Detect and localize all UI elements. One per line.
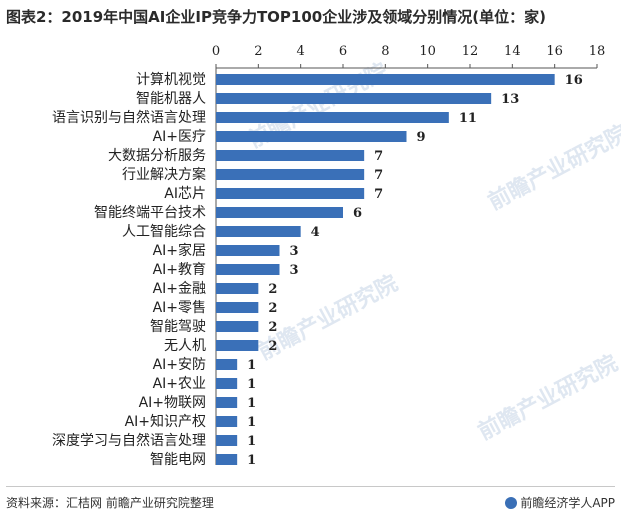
bar xyxy=(216,112,449,123)
category-label: AI芯片 xyxy=(164,186,206,202)
x-tick-label: 6 xyxy=(339,44,347,59)
x-tick-label: 2 xyxy=(254,44,262,59)
data-label: 7 xyxy=(374,168,383,183)
category-label: 无人机 xyxy=(164,338,206,354)
category-label: AI+知识产权 xyxy=(125,413,206,430)
data-label: 11 xyxy=(459,111,477,126)
x-tick-label: 12 xyxy=(462,44,479,59)
data-label: 2 xyxy=(268,339,277,354)
category-label: 智能电网 xyxy=(150,452,206,468)
bar xyxy=(216,378,238,389)
brand-label: 前瞻经济学人APP xyxy=(505,494,615,511)
category-label: 计算机视觉 xyxy=(136,72,206,88)
x-tick-label: 18 xyxy=(589,44,606,59)
data-label: 7 xyxy=(374,187,383,202)
category-label: AI+家居 xyxy=(153,242,206,259)
bar xyxy=(216,245,280,256)
brand-text: 前瞻经济学人APP xyxy=(520,496,615,510)
bar xyxy=(216,321,259,332)
category-label: 智能终端平台技术 xyxy=(94,205,206,221)
category-label: AI+安防 xyxy=(153,357,206,373)
category-label: 智能驾驶 xyxy=(150,319,206,335)
data-label: 7 xyxy=(374,149,383,164)
category-label: AI+教育 xyxy=(153,262,206,278)
data-label: 9 xyxy=(417,130,426,145)
bar xyxy=(216,93,492,104)
bar xyxy=(216,188,365,199)
brand-logo-icon xyxy=(505,497,518,509)
bar xyxy=(216,454,238,465)
bar xyxy=(216,169,365,180)
category-label: AI+农业 xyxy=(153,376,206,392)
data-label: 4 xyxy=(311,225,320,240)
category-label: 智能机器人 xyxy=(136,91,206,107)
data-label: 3 xyxy=(290,263,299,278)
data-label: 6 xyxy=(353,206,362,221)
x-tick-label: 10 xyxy=(419,44,436,59)
source-note: 资料来源：汇桔网 前瞻产业研究院整理 xyxy=(6,496,214,510)
category-label: AI+金融 xyxy=(153,281,206,297)
x-tick-label: 8 xyxy=(381,44,389,59)
category-label: AI+医疗 xyxy=(153,129,206,145)
chart-title: 图表2：2019年中国AI企业IP竞争力TOP100企业涉及领域分别情况(单位：… xyxy=(6,8,546,26)
x-tick-label: 16 xyxy=(546,44,563,59)
category-label: 深度学习与自然语言处理 xyxy=(52,432,206,449)
data-label: 2 xyxy=(268,282,277,297)
x-tick-label: 4 xyxy=(297,44,305,59)
bar xyxy=(216,359,238,370)
bar xyxy=(216,283,259,294)
bar xyxy=(216,302,259,313)
category-label: AI+物联网 xyxy=(139,395,206,411)
bar xyxy=(216,207,343,218)
data-label: 1 xyxy=(247,358,256,373)
data-label: 13 xyxy=(501,92,519,107)
data-label: 1 xyxy=(247,434,256,449)
data-label: 2 xyxy=(268,320,277,335)
data-label: 1 xyxy=(247,396,256,411)
data-label: 2 xyxy=(268,301,277,316)
x-tick-label: 14 xyxy=(504,44,521,59)
data-label: 3 xyxy=(290,244,299,259)
category-label: 行业解决方案 xyxy=(122,166,206,183)
data-label: 16 xyxy=(565,73,583,88)
data-label: 1 xyxy=(247,377,256,392)
footer: 资料来源：汇桔网 前瞻产业研究院整理 前瞻经济学人APP xyxy=(0,486,621,519)
x-tick-label: 0 xyxy=(212,44,220,59)
footer-divider xyxy=(6,486,615,487)
data-label: 1 xyxy=(247,415,256,430)
data-label: 1 xyxy=(247,453,256,468)
bar xyxy=(216,416,238,427)
bar xyxy=(216,340,259,351)
bar xyxy=(216,264,280,275)
category-label: 语言识别与自然语言处理 xyxy=(52,109,206,126)
bar xyxy=(216,435,238,446)
bar xyxy=(216,74,555,85)
bar xyxy=(216,226,301,237)
category-label: 人工智能综合 xyxy=(122,224,206,240)
bar xyxy=(216,131,407,142)
category-label: 大数据分析服务 xyxy=(108,148,206,164)
bar xyxy=(216,150,365,161)
bar xyxy=(216,397,238,408)
category-label: AI+零售 xyxy=(153,300,206,316)
